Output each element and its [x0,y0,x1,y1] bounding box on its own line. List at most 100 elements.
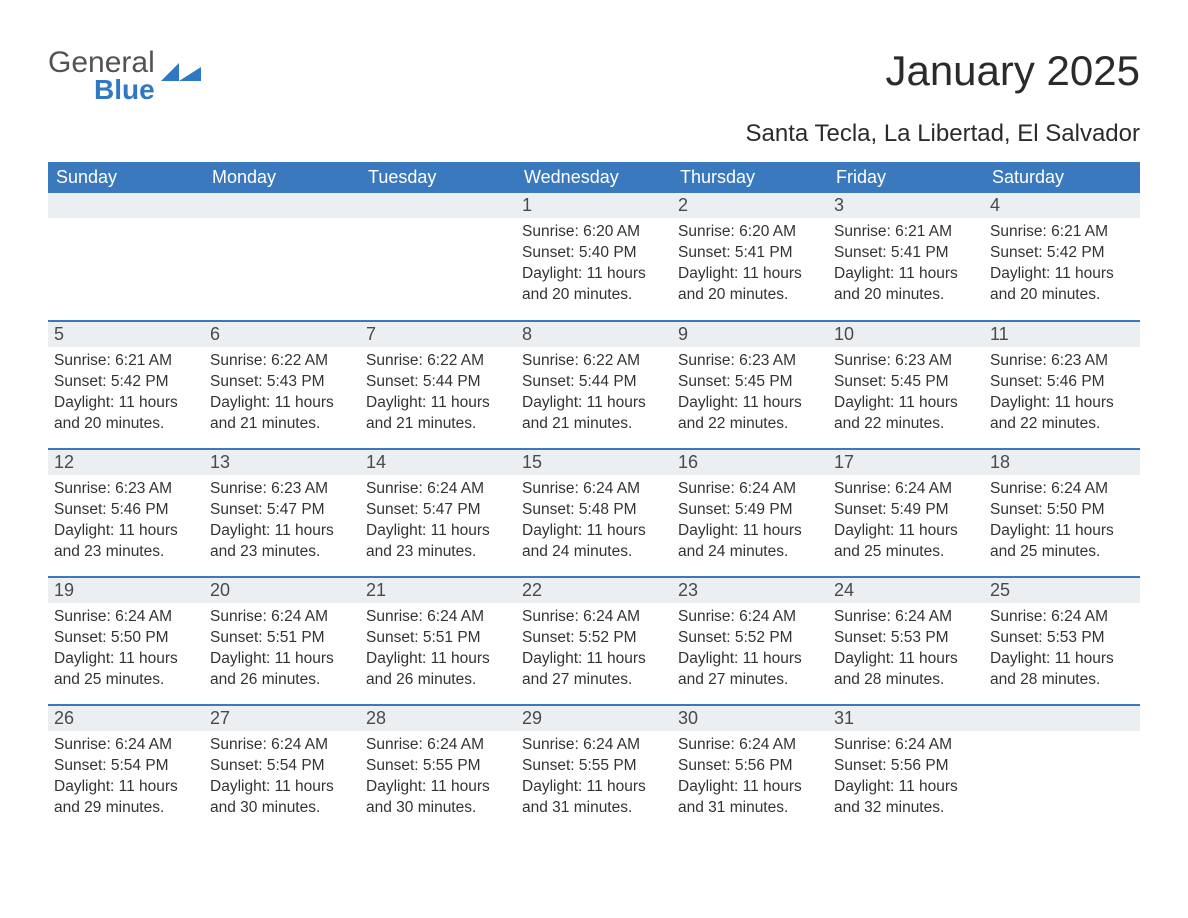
day-details: Sunrise: 6:22 AMSunset: 5:44 PMDaylight:… [516,347,672,443]
daylight-line: and 30 minutes. [366,798,510,819]
daylight-line: and 28 minutes. [834,670,978,691]
daylight-line: and 23 minutes. [210,542,354,563]
sunset-line: Sunset: 5:53 PM [834,628,978,649]
daylight-line: Daylight: 11 hours [54,393,198,414]
daylight-line: Daylight: 11 hours [366,649,510,670]
calendar-day-cell: 12Sunrise: 6:23 AMSunset: 5:46 PMDayligh… [48,449,204,577]
sunset-line: Sunset: 5:52 PM [678,628,822,649]
title-block: January 2025 [885,48,1140,94]
sunrise-line: Sunrise: 6:23 AM [678,351,822,372]
daylight-line: and 25 minutes. [54,670,198,691]
daylight-line: Daylight: 11 hours [522,393,666,414]
sunset-line: Sunset: 5:42 PM [54,372,198,393]
day-details: Sunrise: 6:21 AMSunset: 5:42 PMDaylight:… [984,218,1140,314]
day-details: Sunrise: 6:24 AMSunset: 5:47 PMDaylight:… [360,475,516,571]
day-number: 14 [360,450,516,475]
sunrise-line: Sunrise: 6:24 AM [678,735,822,756]
day-number: 20 [204,578,360,603]
sunrise-line: Sunrise: 6:24 AM [366,607,510,628]
sunset-line: Sunset: 5:55 PM [366,756,510,777]
day-number: 3 [828,193,984,218]
day-number: 5 [48,322,204,347]
calendar-day-cell: 26Sunrise: 6:24 AMSunset: 5:54 PMDayligh… [48,705,204,833]
calendar-week-row: 19Sunrise: 6:24 AMSunset: 5:50 PMDayligh… [48,577,1140,705]
sunset-line: Sunset: 5:50 PM [54,628,198,649]
daylight-line: Daylight: 11 hours [678,393,822,414]
day-number-bar [360,193,516,218]
daylight-line: and 20 minutes. [522,285,666,306]
calendar-day-cell: 14Sunrise: 6:24 AMSunset: 5:47 PMDayligh… [360,449,516,577]
calendar-day-cell: 13Sunrise: 6:23 AMSunset: 5:47 PMDayligh… [204,449,360,577]
sunrise-line: Sunrise: 6:20 AM [522,222,666,243]
calendar-day-cell: 19Sunrise: 6:24 AMSunset: 5:50 PMDayligh… [48,577,204,705]
sunset-line: Sunset: 5:55 PM [522,756,666,777]
calendar-day-cell: 11Sunrise: 6:23 AMSunset: 5:46 PMDayligh… [984,321,1140,449]
daylight-line: and 21 minutes. [210,414,354,435]
sunset-line: Sunset: 5:49 PM [834,500,978,521]
daylight-line: Daylight: 11 hours [678,264,822,285]
sunrise-line: Sunrise: 6:24 AM [522,735,666,756]
calendar-day-cell: 18Sunrise: 6:24 AMSunset: 5:50 PMDayligh… [984,449,1140,577]
day-details: Sunrise: 6:24 AMSunset: 5:56 PMDaylight:… [672,731,828,827]
day-number-bar [204,193,360,218]
sunset-line: Sunset: 5:41 PM [834,243,978,264]
calendar-empty-cell [360,193,516,321]
daylight-line: and 20 minutes. [834,285,978,306]
sunrise-line: Sunrise: 6:24 AM [210,735,354,756]
sunset-line: Sunset: 5:44 PM [366,372,510,393]
calendar-day-cell: 4Sunrise: 6:21 AMSunset: 5:42 PMDaylight… [984,193,1140,321]
daylight-line: Daylight: 11 hours [210,521,354,542]
calendar-day-cell: 1Sunrise: 6:20 AMSunset: 5:40 PMDaylight… [516,193,672,321]
day-number: 12 [48,450,204,475]
daylight-line: and 22 minutes. [834,414,978,435]
sunrise-line: Sunrise: 6:22 AM [522,351,666,372]
sunset-line: Sunset: 5:52 PM [522,628,666,649]
daylight-line: and 23 minutes. [54,542,198,563]
sunrise-line: Sunrise: 6:24 AM [522,607,666,628]
calendar-day-cell: 31Sunrise: 6:24 AMSunset: 5:56 PMDayligh… [828,705,984,833]
calendar-empty-cell [984,705,1140,833]
day-details: Sunrise: 6:23 AMSunset: 5:46 PMDaylight:… [984,347,1140,443]
day-number: 27 [204,706,360,731]
daylight-line: Daylight: 11 hours [522,649,666,670]
day-details: Sunrise: 6:24 AMSunset: 5:49 PMDaylight:… [828,475,984,571]
day-details: Sunrise: 6:24 AMSunset: 5:54 PMDaylight:… [48,731,204,827]
daylight-line: Daylight: 11 hours [522,521,666,542]
calendar-day-cell: 7Sunrise: 6:22 AMSunset: 5:44 PMDaylight… [360,321,516,449]
day-number: 18 [984,450,1140,475]
day-details: Sunrise: 6:24 AMSunset: 5:51 PMDaylight:… [204,603,360,699]
sunset-line: Sunset: 5:53 PM [990,628,1134,649]
day-details: Sunrise: 6:24 AMSunset: 5:50 PMDaylight:… [48,603,204,699]
sunset-line: Sunset: 5:46 PM [990,372,1134,393]
day-number: 16 [672,450,828,475]
daylight-line: and 26 minutes. [366,670,510,691]
daylight-line: Daylight: 11 hours [990,393,1134,414]
weekday-header: Saturday [984,162,1140,193]
daylight-line: Daylight: 11 hours [990,521,1134,542]
daylight-line: Daylight: 11 hours [834,777,978,798]
day-details: Sunrise: 6:24 AMSunset: 5:49 PMDaylight:… [672,475,828,571]
calendar-day-cell: 15Sunrise: 6:24 AMSunset: 5:48 PMDayligh… [516,449,672,577]
calendar-day-cell: 24Sunrise: 6:24 AMSunset: 5:53 PMDayligh… [828,577,984,705]
sunset-line: Sunset: 5:54 PM [210,756,354,777]
daylight-line: and 31 minutes. [522,798,666,819]
day-number: 29 [516,706,672,731]
sunrise-line: Sunrise: 6:24 AM [990,607,1134,628]
daylight-line: Daylight: 11 hours [678,521,822,542]
day-number: 10 [828,322,984,347]
day-number: 24 [828,578,984,603]
daylight-line: and 29 minutes. [54,798,198,819]
sunset-line: Sunset: 5:50 PM [990,500,1134,521]
day-number-bar [48,193,204,218]
day-details: Sunrise: 6:22 AMSunset: 5:43 PMDaylight:… [204,347,360,443]
day-details: Sunrise: 6:23 AMSunset: 5:47 PMDaylight:… [204,475,360,571]
day-details: Sunrise: 6:24 AMSunset: 5:56 PMDaylight:… [828,731,984,827]
day-number: 21 [360,578,516,603]
calendar-week-row: 26Sunrise: 6:24 AMSunset: 5:54 PMDayligh… [48,705,1140,833]
sunrise-line: Sunrise: 6:24 AM [54,735,198,756]
sunrise-line: Sunrise: 6:24 AM [54,607,198,628]
sunset-line: Sunset: 5:56 PM [678,756,822,777]
day-number: 31 [828,706,984,731]
day-number: 13 [204,450,360,475]
daylight-line: and 25 minutes. [834,542,978,563]
